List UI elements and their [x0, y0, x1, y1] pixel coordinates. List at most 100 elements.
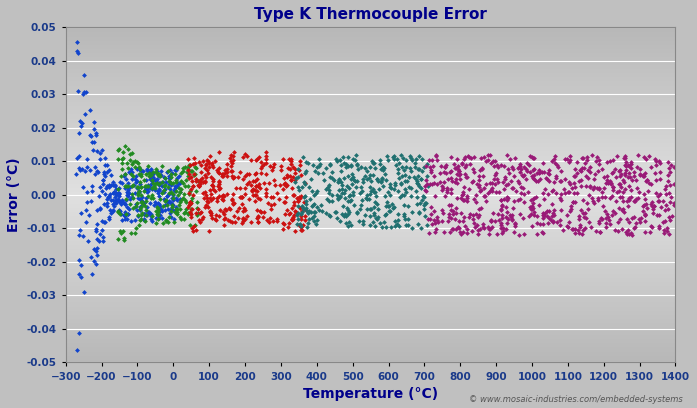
Point [398, 192, 409, 199]
Point [338, 175, 349, 181]
Point [202, 203, 213, 210]
Point [352, 208, 363, 215]
Point [475, 188, 486, 194]
Point [453, 168, 464, 174]
Point [547, 218, 558, 225]
Point [298, 221, 309, 228]
Point [332, 196, 344, 202]
Point [600, 180, 611, 186]
Point [337, 211, 348, 217]
Point [346, 163, 357, 170]
Point [481, 197, 492, 204]
Point [588, 175, 599, 182]
Point [227, 156, 238, 163]
Point [224, 155, 236, 161]
Point [297, 205, 308, 212]
Point [289, 166, 300, 172]
Point [509, 198, 520, 205]
Point [162, 199, 174, 206]
Point [624, 195, 635, 201]
Point [339, 213, 350, 220]
Point [622, 198, 633, 205]
Point [187, 195, 198, 202]
Point [147, 169, 158, 175]
Point [337, 202, 348, 209]
Point [423, 157, 434, 163]
Point [151, 180, 162, 186]
Point [528, 200, 539, 206]
Point [406, 193, 417, 200]
Point [395, 152, 406, 158]
Point [634, 171, 645, 178]
Point [537, 229, 548, 235]
Point [489, 181, 500, 187]
Point [260, 192, 271, 199]
Point [346, 176, 357, 182]
Point [539, 213, 550, 219]
Point [183, 210, 194, 217]
Point [146, 166, 157, 172]
Point [431, 226, 442, 232]
Point [602, 211, 613, 217]
Point [296, 215, 307, 222]
Point [187, 206, 198, 212]
Point [337, 190, 348, 196]
Point [300, 207, 312, 214]
Point [392, 217, 404, 223]
Point [333, 178, 344, 184]
Point [310, 190, 321, 197]
Point [413, 210, 424, 216]
Point [183, 156, 194, 162]
Point [183, 173, 194, 180]
Point [359, 211, 370, 218]
Point [370, 215, 381, 221]
Point [129, 175, 140, 182]
Point [663, 206, 674, 212]
Point [654, 169, 666, 175]
Point [666, 213, 677, 220]
Point [154, 215, 165, 222]
Point [144, 208, 155, 215]
Point [168, 180, 179, 186]
Point [556, 207, 567, 213]
Point [637, 208, 648, 215]
Point [183, 191, 194, 197]
Point [142, 182, 153, 188]
Point [192, 205, 203, 212]
Point [171, 183, 183, 189]
Point [429, 229, 441, 235]
Point [661, 183, 672, 189]
Point [147, 180, 158, 186]
Point [422, 181, 433, 188]
Point [429, 208, 440, 215]
Point [572, 170, 583, 177]
Point [631, 164, 643, 171]
Point [528, 196, 539, 202]
Point [420, 200, 431, 206]
Point [107, 182, 118, 188]
Point [592, 184, 603, 191]
Point [622, 162, 634, 169]
Point [290, 209, 301, 215]
Point [405, 155, 416, 162]
Point [344, 219, 355, 226]
Point [125, 151, 136, 157]
Point [445, 175, 456, 181]
Point [153, 170, 164, 177]
Point [524, 153, 535, 159]
Point [95, 205, 106, 211]
Point [528, 175, 539, 182]
Point [601, 220, 612, 226]
Point [165, 214, 176, 220]
Point [243, 179, 254, 185]
Point [139, 200, 150, 206]
Point [609, 227, 620, 233]
Point [151, 177, 162, 184]
Point [487, 157, 498, 164]
Point [418, 206, 429, 213]
Point [306, 188, 317, 195]
Text: © www.mosaic-industries.com/embedded-systems: © www.mosaic-industries.com/embedded-sys… [469, 395, 683, 404]
Point [573, 212, 584, 219]
Point [135, 173, 146, 179]
Point [465, 211, 476, 217]
